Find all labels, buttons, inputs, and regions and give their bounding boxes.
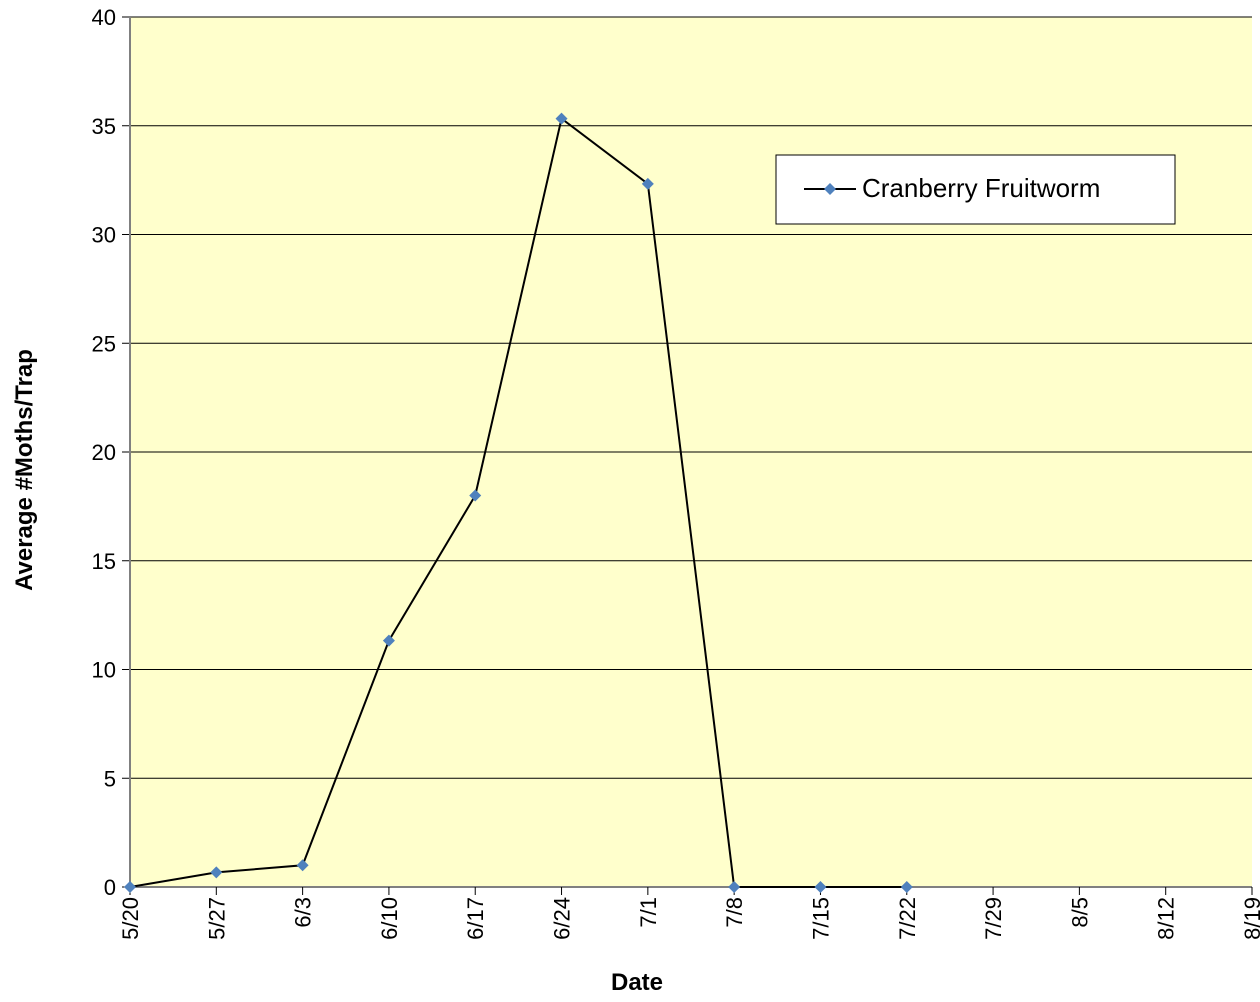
data-point bbox=[641, 177, 654, 190]
x-tick-label: 7/15 bbox=[808, 897, 833, 940]
data-point bbox=[382, 634, 395, 647]
x-tick-label: 5/27 bbox=[204, 897, 229, 940]
x-tick-label: 8/19 bbox=[1240, 897, 1260, 940]
series-line bbox=[129, 116, 907, 888]
y-tick-label: 30 bbox=[92, 223, 116, 248]
data-point bbox=[210, 866, 223, 879]
data-point bbox=[469, 489, 482, 502]
data-point bbox=[296, 859, 309, 872]
x-tick-label: 7/1 bbox=[636, 897, 661, 928]
data-point bbox=[728, 881, 741, 893]
y-tick-label: 35 bbox=[92, 114, 116, 139]
legend-label: Cranberry Fruitworm bbox=[862, 173, 1100, 203]
y-tick-label: 5 bbox=[104, 766, 116, 791]
x-tick-label: 6/3 bbox=[291, 897, 316, 928]
y-tick-label: 0 bbox=[104, 875, 116, 900]
data-point bbox=[555, 112, 568, 125]
x-tick-label: 7/22 bbox=[895, 897, 920, 940]
x-tick-label: 8/12 bbox=[1154, 897, 1179, 940]
x-axis-label: Date bbox=[611, 969, 663, 996]
y-tick-label: 40 bbox=[92, 5, 116, 30]
y-tick-label: 10 bbox=[92, 658, 116, 683]
y-axis-label: Average #Moths/Trap bbox=[11, 349, 38, 591]
x-tick-label: 7/29 bbox=[981, 897, 1006, 940]
x-tick-label: 8/5 bbox=[1067, 897, 1092, 928]
y-tick-label: 20 bbox=[92, 440, 116, 465]
y-tick-label: 25 bbox=[92, 331, 116, 356]
data-point bbox=[814, 881, 827, 893]
data-point bbox=[900, 881, 913, 893]
x-tick-label: 5/20 bbox=[118, 897, 143, 940]
legend-marker bbox=[824, 183, 836, 195]
data-point bbox=[124, 881, 136, 893]
x-tick-label: 6/17 bbox=[463, 897, 488, 940]
x-tick-label: 6/24 bbox=[550, 897, 575, 940]
x-tick-label: 7/8 bbox=[722, 897, 747, 928]
y-tick-label: 15 bbox=[92, 549, 116, 574]
x-tick-label: 6/10 bbox=[377, 897, 402, 940]
